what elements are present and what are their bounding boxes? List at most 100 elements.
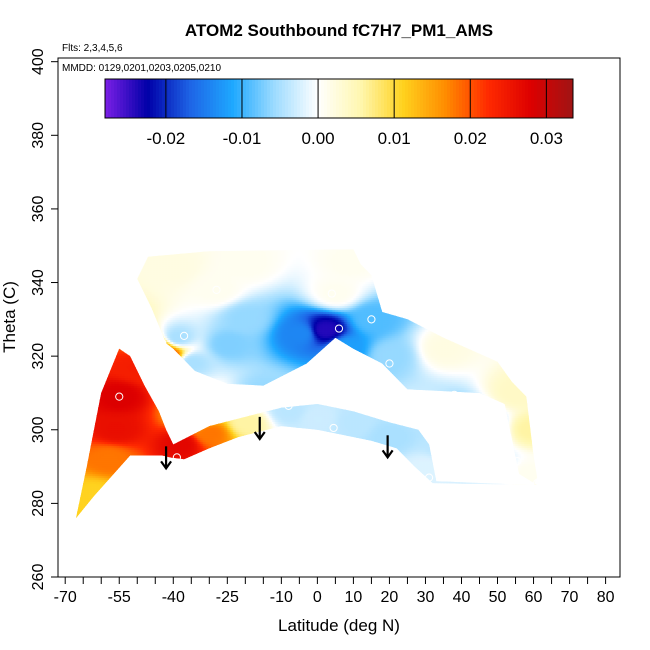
- heatmap-cell: [427, 495, 430, 499]
- heatmap-cell: [222, 522, 224, 525]
- heatmap-cell: [303, 515, 306, 519]
- heatmap-cell: [516, 501, 519, 505]
- heatmap-cell: [508, 497, 511, 501]
- heatmap-cell: [280, 509, 283, 513]
- heatmap-cell: [306, 493, 309, 497]
- heatmap-cell: [456, 503, 459, 507]
- heatmap-cell: [498, 503, 501, 507]
- heatmap-cell: [156, 511, 159, 515]
- heatmap-cell: [351, 511, 354, 515]
- heatmap-cell: [211, 505, 214, 509]
- heatmap-cell: [130, 507, 133, 511]
- heatmap-cell: [283, 505, 286, 509]
- heatmap-cell: [312, 522, 314, 525]
- heatmap-cell: [272, 520, 274, 523]
- heatmap-cell: [430, 517, 433, 519]
- heatmap-cell: [539, 512, 541, 515]
- heatmap-cell: [414, 515, 417, 519]
- heatmap-cell: [106, 503, 109, 507]
- heatmap-cell: [126, 517, 129, 519]
- heatmap-cell: [486, 495, 489, 499]
- heatmap-cell: [163, 509, 166, 513]
- heatmap-cell: [379, 517, 382, 519]
- heatmap-cell: [243, 517, 246, 519]
- heatmap-cell: [268, 515, 271, 519]
- heatmap-cell: [265, 495, 268, 499]
- heatmap-cell: [332, 520, 334, 523]
- heatmap-cell: [457, 515, 460, 519]
- heatmap-cell: [333, 513, 336, 517]
- heatmap-cell: [183, 503, 186, 507]
- heatmap-cell: [393, 511, 396, 515]
- heatmap-cell: [273, 513, 276, 517]
- heatmap-cell: [462, 503, 465, 507]
- heatmap-cell: [539, 506, 541, 509]
- heatmap-cell: [280, 495, 283, 499]
- heatmap-cell: [268, 505, 271, 509]
- heatmap-cell: [420, 499, 423, 503]
- heatmap-cell: [394, 499, 397, 503]
- heatmap-cell: [96, 511, 99, 515]
- heatmap-cell: [237, 524, 239, 527]
- heatmap-cell: [369, 517, 372, 519]
- heatmap-cell: [187, 505, 190, 509]
- heatmap-cell: [516, 520, 518, 523]
- heatmap-cell: [321, 507, 324, 511]
- heatmap-cell: [303, 522, 305, 525]
- heatmap-cell: [184, 503, 187, 507]
- heatmap-cell: [262, 515, 265, 519]
- heatmap-cell: [484, 507, 487, 511]
- heatmap-cell: [369, 503, 372, 507]
- heatmap-cell: [74, 506, 76, 509]
- heatmap-cell: [457, 507, 460, 511]
- heatmap-cell: [263, 520, 265, 523]
- heatmap-cell: [154, 517, 157, 519]
- heatmap-cell: [124, 493, 127, 497]
- heatmap-cell: [228, 493, 231, 497]
- heatmap-cell: [165, 507, 168, 511]
- heatmap-cell: [394, 509, 397, 513]
- heatmap-cell: [112, 495, 115, 499]
- heatmap-cell: [480, 499, 483, 503]
- heatmap-cell: [316, 515, 319, 519]
- heatmap-cell: [255, 524, 257, 527]
- heatmap-cell: [303, 501, 306, 505]
- heatmap-cell: [338, 524, 340, 527]
- heatmap-cell: [120, 520, 122, 523]
- heatmap-cell: [430, 497, 433, 501]
- heatmap-cell: [241, 497, 244, 501]
- heatmap-cell: [79, 515, 82, 519]
- heatmap-cell: [156, 520, 158, 523]
- heatmap-cell: [213, 511, 216, 515]
- heatmap-cell: [222, 495, 225, 499]
- heatmap-cell: [514, 507, 517, 511]
- heatmap-cell: [314, 524, 316, 527]
- heatmap-cell: [453, 524, 455, 527]
- heatmap-cell: [478, 503, 481, 507]
- heatmap-cell: [537, 510, 539, 513]
- heatmap-cell: [273, 499, 276, 503]
- heatmap-cell: [340, 497, 343, 501]
- heatmap-cell: [103, 511, 106, 515]
- heatmap-cell: [268, 513, 271, 517]
- heatmap-cell: [496, 503, 499, 507]
- heatmap-cell: [76, 495, 79, 499]
- heatmap-cell: [360, 507, 363, 511]
- heatmap-cell: [121, 497, 124, 501]
- heatmap-cell: [403, 497, 406, 501]
- heatmap-cell: [90, 511, 93, 515]
- heatmap-cell: [393, 495, 396, 499]
- heatmap-cell: [478, 497, 481, 501]
- heatmap-cell: [356, 524, 358, 527]
- heatmap-cell: [222, 505, 225, 509]
- heatmap-cell: [249, 513, 252, 517]
- heatmap-cell: [138, 511, 141, 515]
- heatmap-cell: [208, 507, 211, 511]
- heatmap-cell: [242, 524, 244, 527]
- heatmap-cell: [185, 520, 187, 523]
- heatmap-cell: [346, 493, 349, 497]
- heatmap-cell: [265, 505, 268, 509]
- heatmap-cell: [160, 501, 163, 505]
- heatmap-cell: [135, 505, 138, 509]
- heatmap-cell: [142, 505, 145, 509]
